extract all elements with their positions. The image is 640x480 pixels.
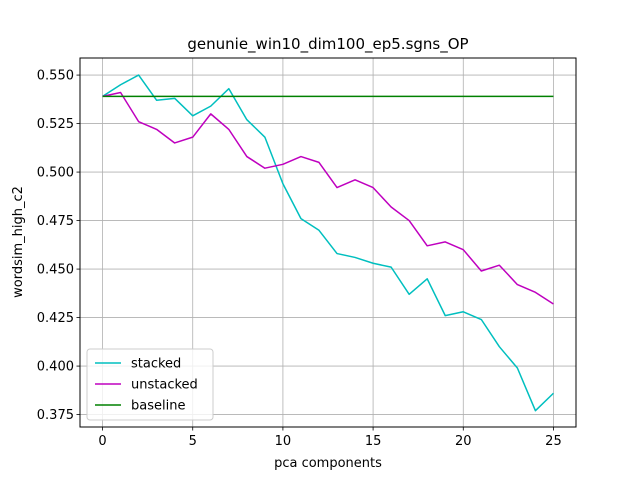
chart-title: genunie_win10_dim100_ep5.sgns_OP: [187, 35, 468, 54]
plot-frame: [79, 57, 577, 428]
legend-label-unstacked: unstacked: [131, 378, 198, 393]
x-tick-label: 15: [365, 434, 382, 449]
x-tick-label: 10: [275, 434, 292, 449]
y-tick-label: 0.550: [37, 69, 74, 84]
y-tick-label: 0.450: [37, 263, 74, 278]
y-tick-label: 0.475: [37, 214, 74, 229]
x-tick-label: 20: [455, 434, 472, 449]
y-tick-label: 0.425: [37, 311, 74, 326]
y-tick-label: 0.375: [37, 408, 74, 423]
legend: stacked unstacked baseline: [86, 348, 214, 421]
legend-box: [86, 348, 214, 421]
x-tick-label: 25: [545, 434, 562, 449]
y-tick-label: 0.525: [37, 117, 74, 132]
ticks: 0 5 10 15 20 25 0.375 0.400 0.425 0.450 0.475 0.500…: [37, 69, 562, 449]
series-line-unstacked: [102, 91, 554, 305]
x-tick-label: 5: [189, 434, 197, 449]
x-axis-label: pca components: [274, 456, 382, 471]
y-axis-label: wordsim_high_c2: [11, 186, 26, 298]
series-line-stacked: [102, 74, 554, 412]
y-tick-label: 0.500: [37, 166, 74, 181]
legend-label-baseline: baseline: [131, 399, 185, 414]
legend-label-stacked: stacked: [131, 357, 181, 372]
y-tick-label: 0.400: [37, 360, 74, 375]
x-tick-label: 0: [98, 434, 106, 449]
series-layer: [102, 74, 554, 412]
